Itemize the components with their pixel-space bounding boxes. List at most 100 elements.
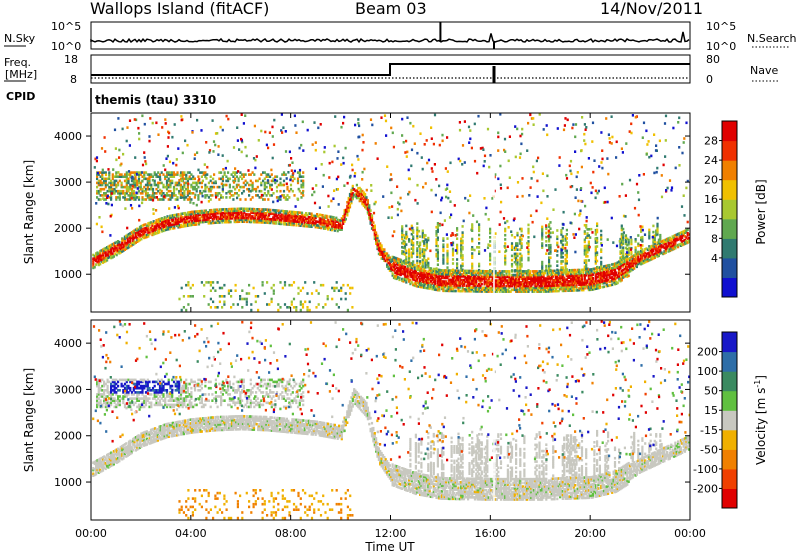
power-cell (598, 277, 601, 280)
power-cell (410, 255, 413, 259)
power-cell (434, 269, 437, 273)
power-cell (269, 183, 272, 187)
power-cell (97, 183, 100, 187)
power-cell (207, 200, 210, 203)
power-cell (165, 183, 169, 187)
power-cell (272, 283, 275, 287)
power-cell (476, 277, 479, 280)
power-cell (121, 242, 124, 246)
power-cell (246, 220, 249, 224)
power-cell (386, 256, 389, 259)
power-cell (653, 171, 656, 175)
power-cell (134, 175, 137, 178)
power-cell (99, 175, 102, 178)
power-cell (594, 228, 597, 232)
power-cell (409, 282, 412, 286)
power-cell (250, 209, 253, 213)
power-cell (574, 196, 577, 199)
power-cell (280, 222, 283, 226)
power-cell (543, 279, 547, 282)
power-cell (417, 285, 420, 288)
power-cell (123, 192, 127, 195)
power-cell (497, 283, 500, 286)
power-cell (587, 242, 590, 246)
power-cell (196, 219, 199, 222)
power-cell (173, 206, 176, 209)
power-cell (590, 279, 593, 282)
power-cell (123, 237, 126, 240)
power-cell (564, 243, 567, 246)
power-cell (552, 282, 555, 286)
power-cell (657, 243, 660, 247)
power-cell (193, 187, 196, 191)
power-cell (438, 278, 441, 281)
power-cell (224, 215, 227, 218)
power-cell (218, 177, 221, 181)
power-cell (652, 230, 655, 234)
power-cell (447, 269, 450, 272)
power-cell (484, 270, 487, 273)
power-cell (520, 254, 523, 258)
power-cell (602, 265, 606, 268)
power-cell (563, 285, 566, 289)
power-cell (355, 193, 358, 196)
power-cell (465, 289, 468, 293)
power-cell (257, 208, 260, 211)
power-cell (123, 198, 127, 201)
power-cell (177, 216, 180, 220)
power-cell (401, 235, 404, 239)
power-cell (106, 257, 109, 260)
power-cell (350, 198, 353, 201)
power-cell (134, 171, 137, 174)
power-cell (618, 267, 621, 271)
power-cell (333, 227, 336, 230)
power-cell (423, 277, 426, 280)
power-cell (454, 271, 457, 274)
power-cell (169, 225, 172, 229)
power-cell (230, 213, 234, 216)
power-cell (280, 220, 283, 224)
power-cell (565, 255, 568, 259)
power-cell (212, 286, 215, 290)
power-cell (457, 284, 460, 287)
power-cell (670, 241, 673, 245)
power-cell (144, 194, 148, 197)
power-cell (516, 269, 519, 272)
power-cell (332, 217, 335, 221)
power-cell (446, 284, 449, 287)
power-cell (127, 194, 130, 197)
power-cell (552, 286, 555, 289)
power-cell (369, 220, 372, 223)
power-cell (456, 273, 459, 276)
power-cell (445, 274, 448, 278)
power-cell (494, 286, 497, 290)
power-cell (123, 194, 127, 197)
power-cell (298, 224, 301, 227)
power-cell (501, 275, 504, 279)
power-cell (292, 212, 295, 216)
power-cell (292, 223, 295, 227)
power-cell (160, 217, 164, 220)
power-cell (271, 135, 274, 138)
power-cell (561, 266, 564, 269)
power-cell (119, 247, 122, 250)
power-cell (138, 137, 141, 141)
power-cell (141, 235, 144, 238)
power-cell (630, 122, 633, 126)
power-cell (143, 171, 146, 174)
power-cell (111, 187, 114, 191)
power-cell (435, 275, 438, 279)
power-cell (520, 273, 523, 277)
power-cell (659, 250, 662, 253)
power-cell (458, 273, 461, 276)
power-cell (183, 198, 186, 201)
power-cell (414, 280, 417, 284)
power-cell (228, 207, 231, 211)
power-cell (403, 240, 407, 244)
power-cell (527, 256, 530, 260)
power-cell (250, 220, 253, 224)
power-cell (641, 248, 644, 251)
power-cell (508, 273, 511, 277)
power-cell (211, 221, 214, 225)
power-cell (96, 251, 99, 254)
